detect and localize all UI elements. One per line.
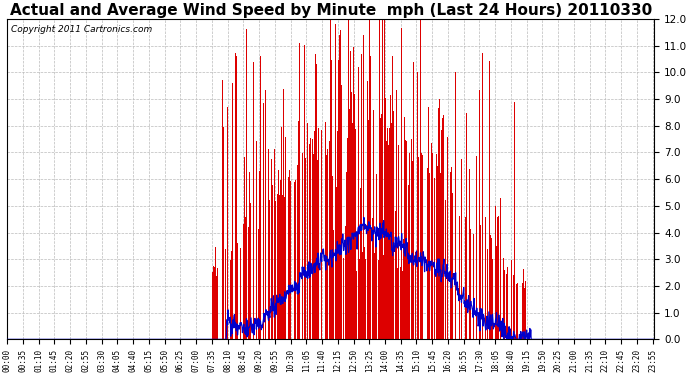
Title: Actual and Average Wind Speed by Minute  mph (Last 24 Hours) 20110330: Actual and Average Wind Speed by Minute … [10,3,652,18]
Text: Copyright 2011 Cartronics.com: Copyright 2011 Cartronics.com [10,26,152,34]
